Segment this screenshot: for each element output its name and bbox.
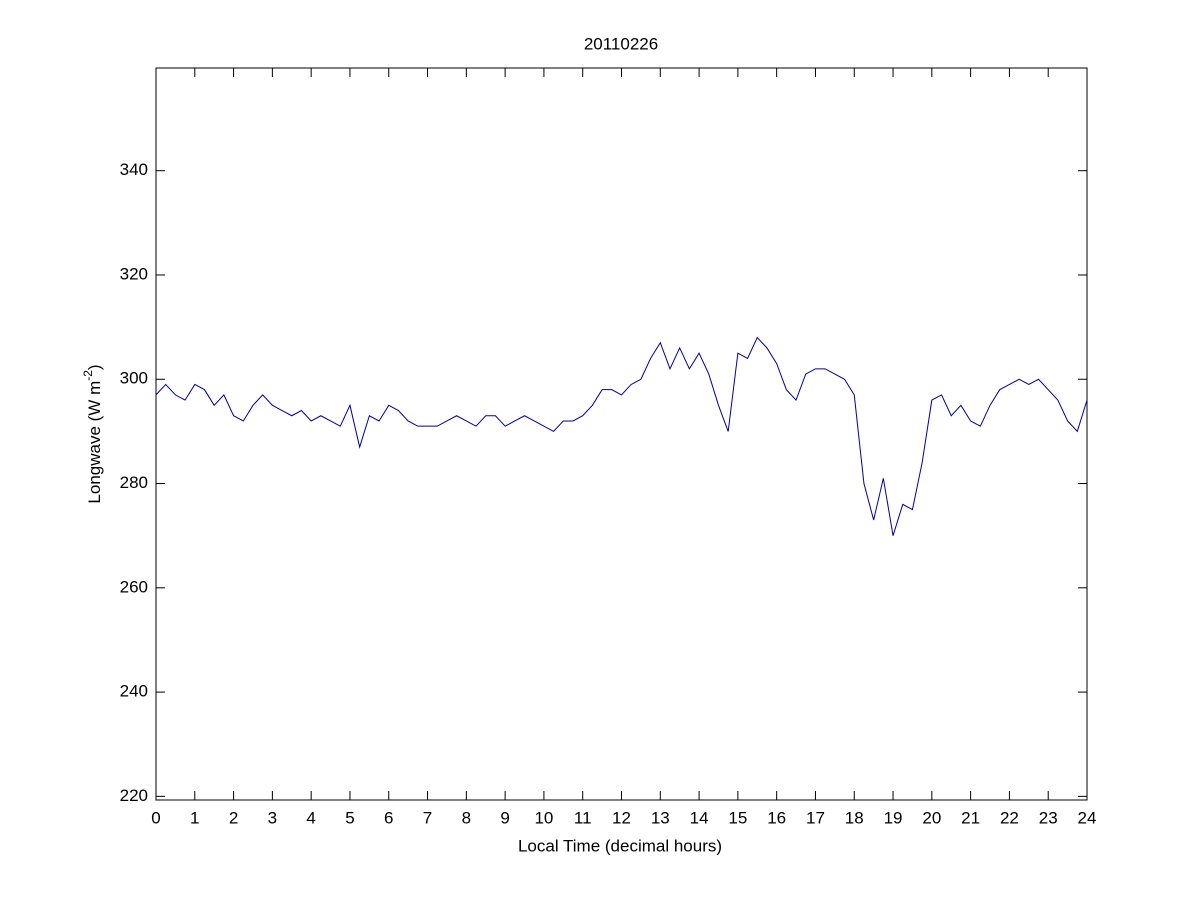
data-line: [155, 336, 1088, 536]
x-tick-label: 15: [728, 808, 747, 827]
y-tick-label: 280: [120, 473, 148, 492]
x-tick-label: 9: [500, 808, 509, 827]
x-tick-label: 14: [690, 808, 709, 827]
x-tick-label: 8: [462, 808, 471, 827]
x-tick-label: 12: [612, 808, 631, 827]
x-axis-label: Local Time (decimal hours): [518, 836, 722, 855]
x-tick-label: 13: [651, 808, 670, 827]
x-tick-label: 6: [384, 808, 393, 827]
x-tick-label: 22: [1000, 808, 1019, 827]
x-tick-label: 19: [884, 808, 903, 827]
x-tick-label: 20: [922, 808, 941, 827]
x-tick-label: 11: [574, 808, 592, 827]
x-tick-label: 2: [229, 808, 238, 827]
x-tick-label: 5: [345, 808, 354, 827]
x-tick-label: 21: [961, 808, 980, 827]
x-tick-label: 16: [767, 808, 786, 827]
x-tick-label: 10: [534, 808, 553, 827]
x-tick-label: 17: [806, 808, 825, 827]
x-tick-label: 7: [423, 808, 432, 827]
y-tick-label: 260: [120, 577, 148, 596]
y-tick-label: 340: [120, 160, 148, 179]
x-tick-label: 1: [190, 808, 199, 827]
x-tick-label: 24: [1078, 808, 1097, 827]
x-tick-label: 0: [151, 808, 160, 827]
y-tick-label: 300: [120, 369, 148, 388]
y-label-text: Longwave (W m: [85, 381, 104, 504]
y-tick-label: 320: [120, 264, 148, 283]
y-tick-label: 240: [120, 682, 148, 701]
y-tick-label: 220: [120, 786, 148, 805]
x-tick-label: 4: [306, 808, 315, 827]
x-tick-label: 3: [268, 808, 277, 827]
y-axis-label: Longwave (W m-2): [81, 364, 104, 503]
x-tick-label: 23: [1039, 808, 1058, 827]
chart-title: 20110226: [584, 34, 658, 53]
y-label-suffix: ): [85, 364, 104, 370]
x-tick-label: 18: [845, 808, 864, 827]
y-label-sup: -2: [81, 370, 95, 381]
